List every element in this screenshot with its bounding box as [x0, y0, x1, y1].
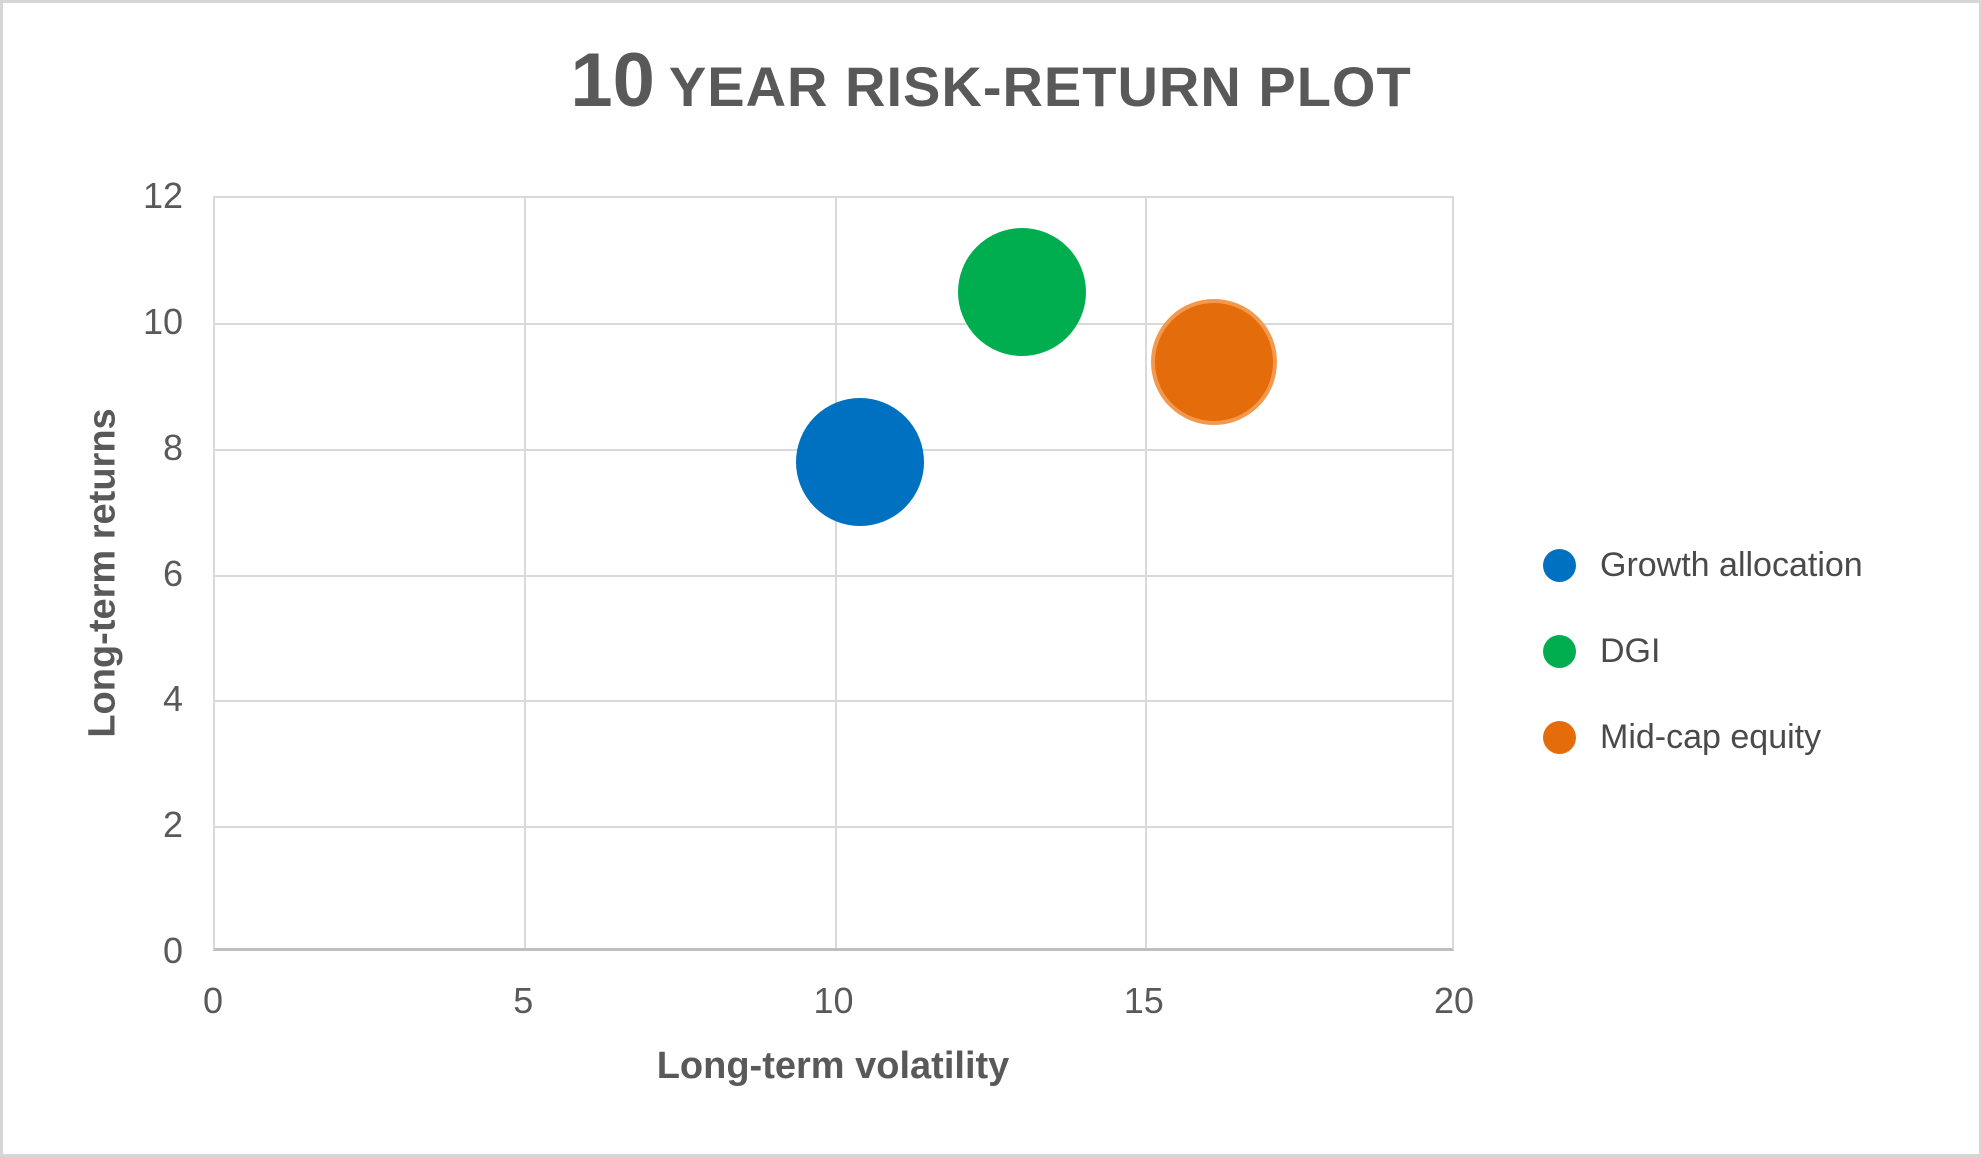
legend-label: Growth allocation — [1600, 545, 1863, 584]
chart-title-text: YEAR RISK-RETURN PLOT — [668, 55, 1412, 118]
legend-label: Mid-cap equity — [1600, 717, 1822, 756]
y-tick-label: 8 — [162, 426, 183, 468]
legend: Growth allocation DGI Mid-cap equity — [1543, 545, 1863, 805]
y-tick-label: 10 — [142, 300, 183, 342]
horizontal-gridline — [215, 700, 1452, 703]
legend-label: DGI — [1600, 631, 1661, 670]
y-tick-label: 6 — [162, 552, 183, 594]
y-tick-label: 2 — [162, 804, 183, 846]
bubble-growth-allocation[interactable] — [796, 398, 925, 527]
plot-area — [213, 196, 1454, 951]
x-tick-label: 15 — [1123, 980, 1164, 1021]
vertical-gridline — [1144, 198, 1147, 948]
x-tick-label: 5 — [513, 980, 534, 1021]
x-tick-label: 10 — [813, 980, 854, 1021]
legend-item-dgi[interactable]: DGI — [1543, 631, 1863, 670]
legend-item-mid-cap-equity[interactable]: Mid-cap equity — [1543, 717, 1863, 756]
horizontal-gridline — [215, 322, 1452, 325]
y-tick-label: 0 — [162, 930, 183, 971]
bubble-dgi[interactable] — [957, 228, 1086, 357]
y-tick-label: 12 — [142, 175, 183, 216]
x-tick-label: 0 — [202, 980, 224, 1021]
legend-item-growth-allocation[interactable]: Growth allocation — [1543, 545, 1863, 584]
bubble-mid-cap-equity[interactable] — [1151, 298, 1277, 425]
legend-marker-icon — [1543, 634, 1576, 668]
x-tick-label: 20 — [1433, 980, 1475, 1021]
vertical-gridline — [524, 198, 527, 948]
y-tick-label: 4 — [162, 678, 183, 720]
legend-marker-icon — [1543, 720, 1576, 754]
chart-title: 10 YEAR RISK-RETURN PLOT — [3, 37, 1979, 124]
x-axis-title: Long-term volatility — [656, 1045, 1010, 1087]
vertical-gridline — [834, 198, 837, 948]
legend-marker-icon — [1543, 548, 1576, 582]
horizontal-gridline — [215, 826, 1452, 829]
chart-title-number: 10 — [570, 38, 655, 123]
horizontal-gridline — [215, 574, 1452, 577]
